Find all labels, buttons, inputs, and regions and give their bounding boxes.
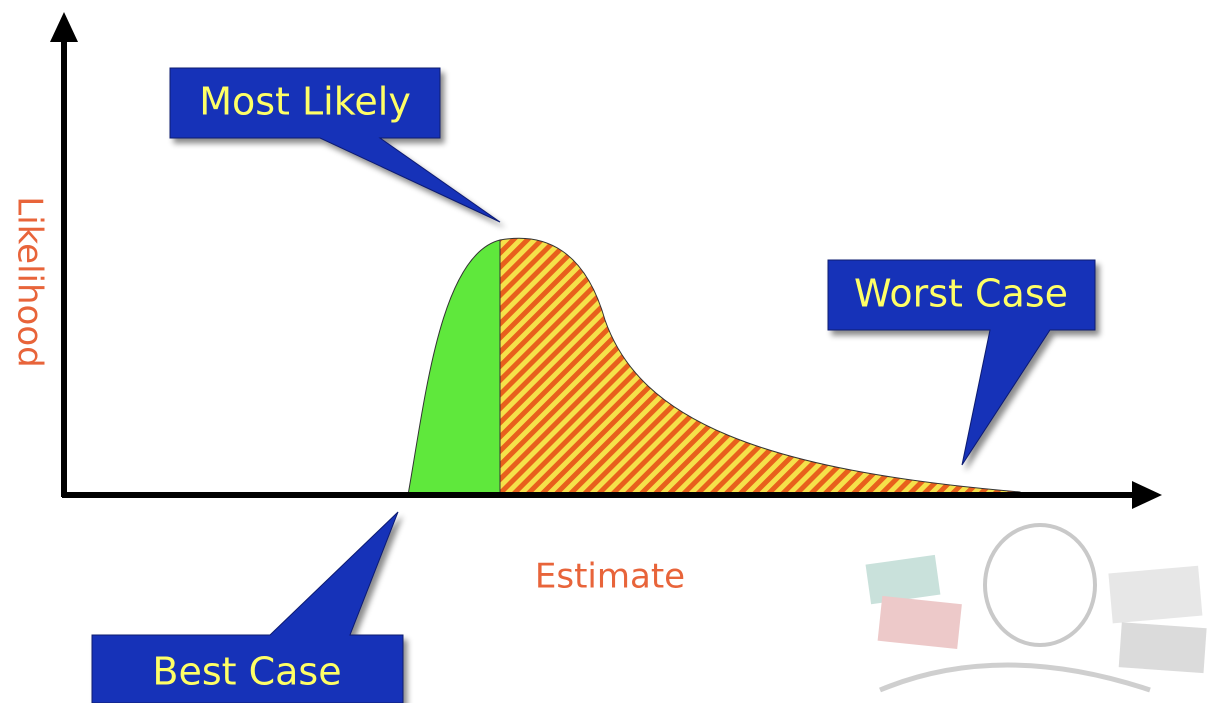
best-region bbox=[408, 240, 500, 495]
x-arrow bbox=[1132, 481, 1162, 509]
callout-text: Worst Case bbox=[854, 272, 1068, 316]
x-axis-label: Estimate bbox=[535, 557, 685, 597]
y-axis-label: Likelihood bbox=[10, 196, 50, 367]
y-arrow bbox=[50, 12, 78, 42]
callout-text: Best Case bbox=[152, 650, 341, 694]
callout-text: Most Likely bbox=[199, 80, 411, 124]
cartoon bbox=[866, 525, 1207, 690]
diagram: Likelihood Estimate Most Likely Worst Ca… bbox=[0, 0, 1215, 703]
